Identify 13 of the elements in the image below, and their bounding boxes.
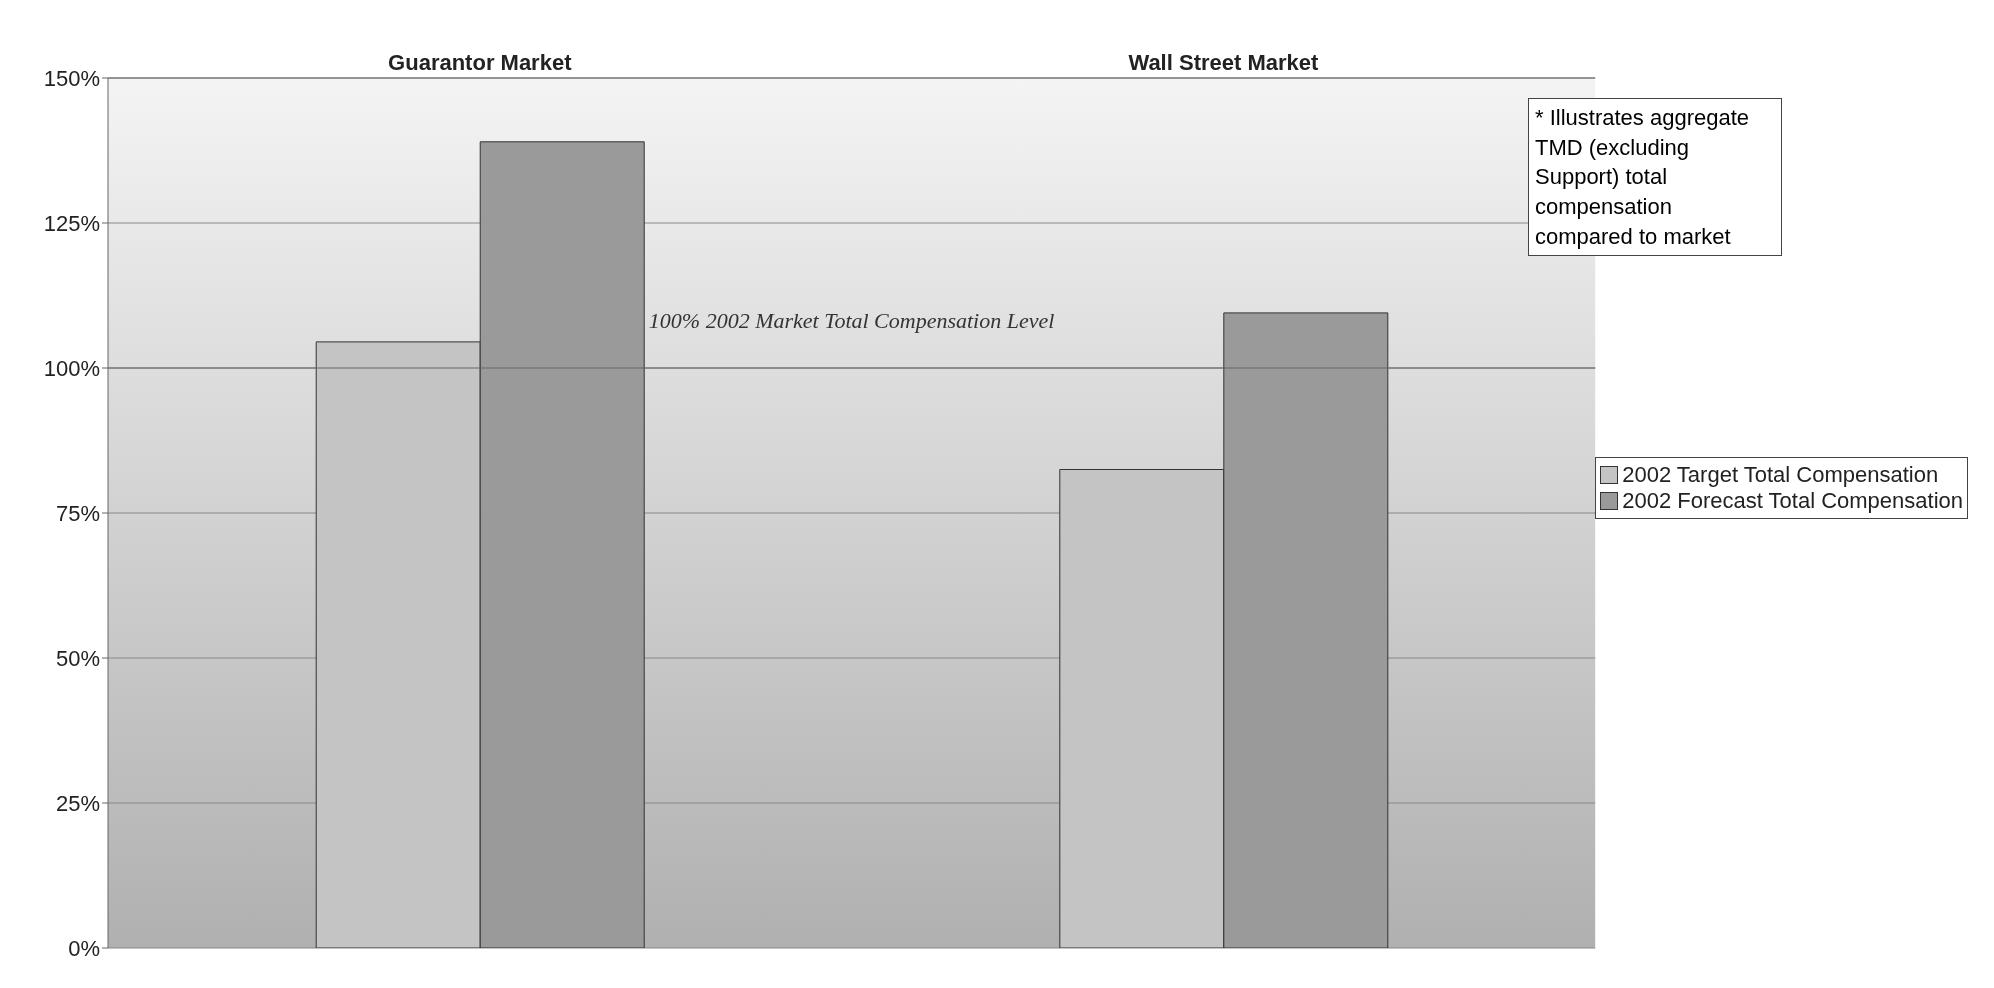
annotation: * Illustrates aggregate TMD (excluding Support) total compensation compared to market bbox=[1528, 98, 1782, 257]
y-tick-label: 0% bbox=[68, 935, 100, 961]
x-tick-label: Guarantor Market bbox=[388, 50, 573, 75]
y-tick-label: 125% bbox=[43, 210, 100, 236]
y-tick-label: 100% bbox=[43, 355, 100, 381]
x-tick-label: Wall Street Market bbox=[1128, 50, 1320, 75]
y-tick-label: 75% bbox=[55, 500, 100, 526]
y-tick-label: 150% bbox=[43, 65, 100, 91]
legend-label: 2002 Target Total Compensation bbox=[1622, 462, 1939, 488]
ref-line-label: 100% 2002 Market Total Compensation Level bbox=[648, 308, 1055, 333]
y-tick-label: 50% bbox=[55, 645, 100, 671]
y-tick-label: 25% bbox=[55, 790, 100, 816]
legend-label: 2002 Forecast Total Compensation bbox=[1622, 488, 1963, 514]
